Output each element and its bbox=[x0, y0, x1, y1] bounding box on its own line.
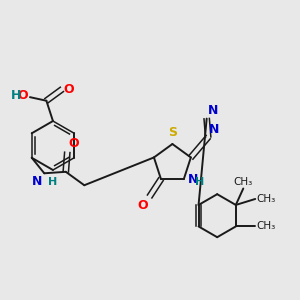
Text: CH₃: CH₃ bbox=[257, 221, 276, 231]
Text: O: O bbox=[137, 200, 148, 212]
Text: CH₃: CH₃ bbox=[257, 194, 276, 204]
Text: O: O bbox=[64, 83, 74, 96]
Text: O: O bbox=[69, 137, 80, 150]
Text: H: H bbox=[195, 176, 204, 187]
Text: N: N bbox=[209, 123, 219, 136]
Text: H: H bbox=[48, 177, 57, 187]
Text: N: N bbox=[188, 172, 198, 186]
Text: N: N bbox=[208, 104, 218, 117]
Text: O: O bbox=[17, 89, 28, 103]
Text: CH₃: CH₃ bbox=[234, 177, 253, 187]
Text: N: N bbox=[32, 175, 42, 188]
Text: H: H bbox=[11, 89, 22, 103]
Text: S: S bbox=[168, 126, 177, 139]
